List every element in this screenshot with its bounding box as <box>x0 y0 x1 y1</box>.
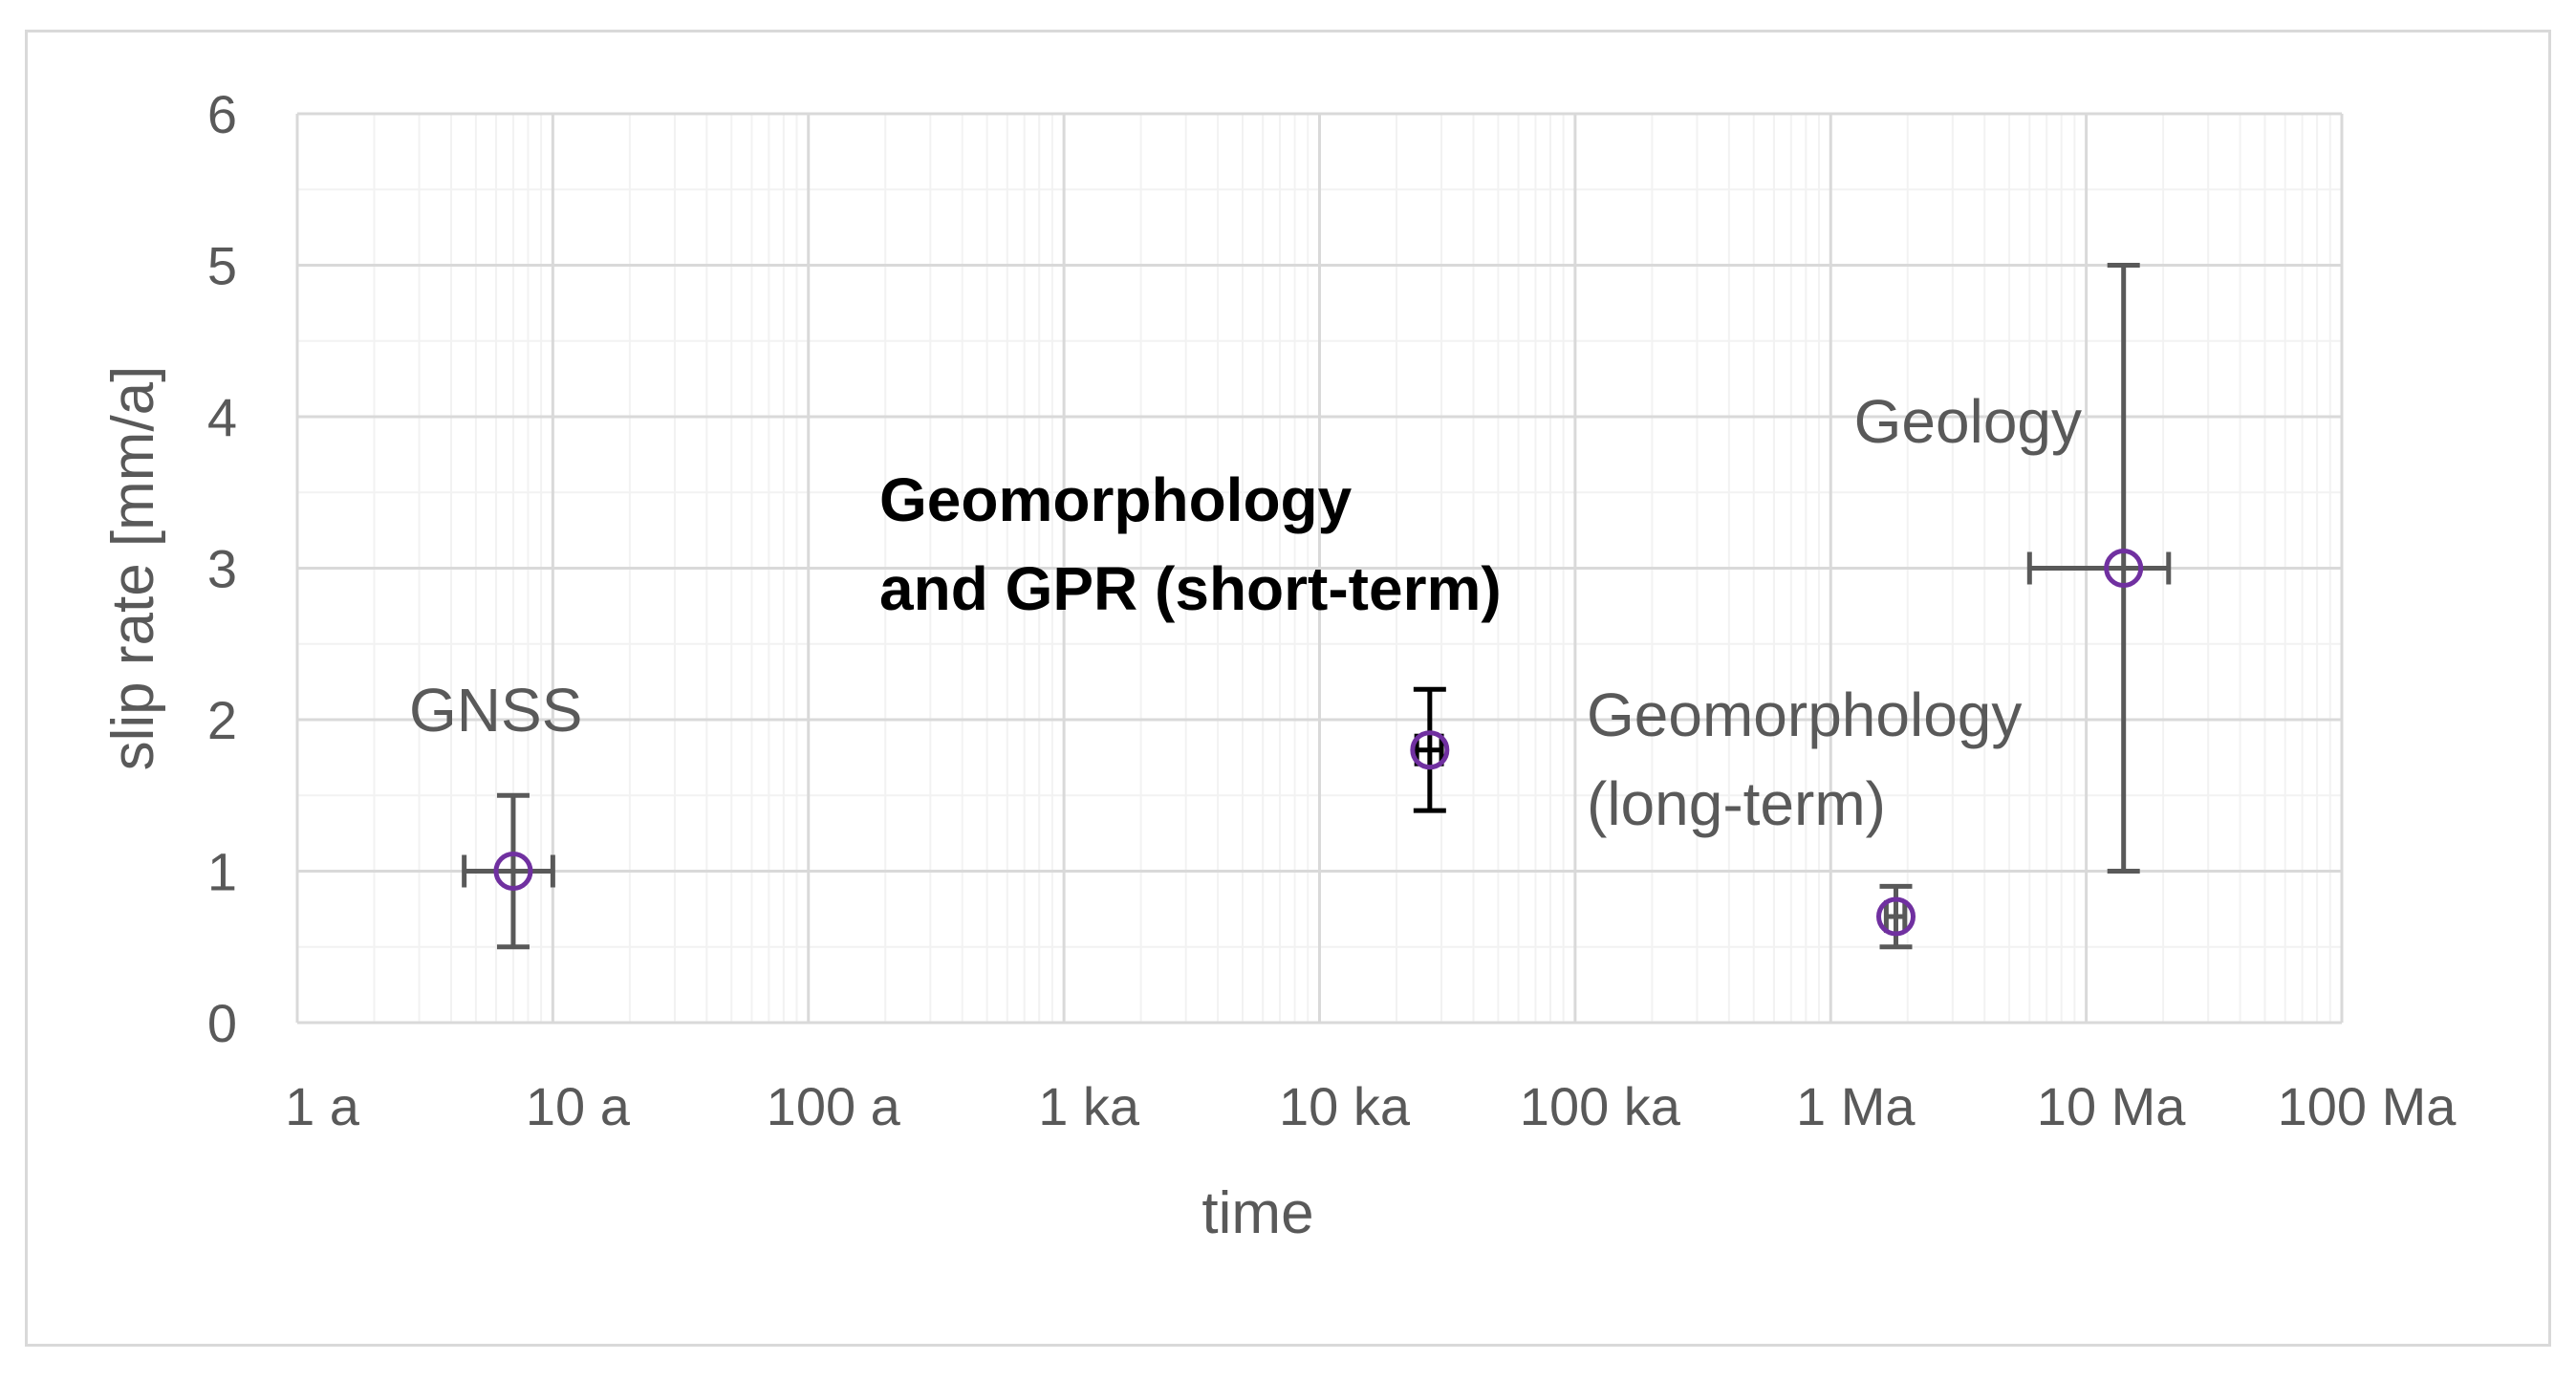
x-tick-label: 1 ka <box>1038 1076 1140 1136</box>
x-tick-label: 100 a <box>767 1076 901 1136</box>
x-tick-label: 100 Ma <box>2278 1076 2457 1136</box>
y-tick-label: 4 <box>207 387 237 447</box>
x-tick-label: 100 ka <box>1520 1076 1681 1136</box>
y-tick-label: 0 <box>207 993 237 1053</box>
annotation-label: Geomorphology <box>879 465 1353 534</box>
x-tick-label: 10 Ma <box>2037 1076 2186 1136</box>
annotation-label: Geology <box>1854 387 2082 456</box>
annotation-label: Geomorphology <box>1587 680 2022 749</box>
annotation-label: (long-term) <box>1587 769 1886 838</box>
x-tick-label: 10 a <box>526 1076 631 1136</box>
y-axis-title: slip rate [mm/a] <box>100 366 166 771</box>
data-point <box>1410 730 1450 770</box>
annotation-label: and GPR (short-term) <box>879 554 1502 623</box>
x-axis-title: time <box>1201 1180 1313 1246</box>
data-point <box>1876 896 1916 937</box>
x-tick-label: 10 ka <box>1279 1076 1411 1136</box>
annotation-label: GNSS <box>409 676 582 745</box>
data-point <box>493 852 533 891</box>
y-tick-label: 1 <box>207 842 237 902</box>
y-tick-label: 3 <box>207 539 237 599</box>
y-tick-label: 2 <box>207 690 237 750</box>
x-tick-label: 1 a <box>285 1076 360 1136</box>
y-tick-label: 6 <box>207 84 237 144</box>
x-tick-label: 1 Ma <box>1796 1076 1916 1136</box>
y-tick-label: 5 <box>207 236 237 296</box>
chart-frame <box>25 30 2551 1347</box>
data-point <box>2104 549 2144 588</box>
